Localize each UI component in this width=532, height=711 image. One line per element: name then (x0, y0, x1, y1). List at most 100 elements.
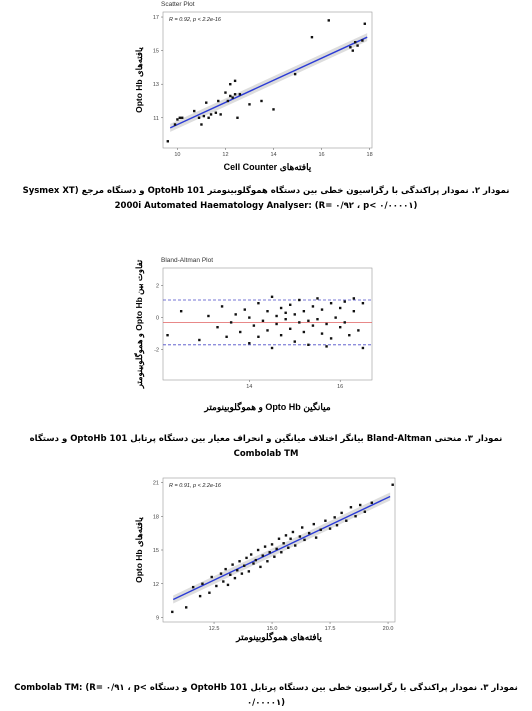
point (205, 101, 208, 104)
chart-title: Scatter Plot (161, 1, 195, 8)
point (266, 560, 269, 563)
point (215, 584, 218, 588)
x-tick-label: 10 (174, 152, 180, 158)
point (293, 72, 297, 76)
point (351, 49, 354, 52)
point (307, 343, 310, 346)
point (363, 510, 367, 513)
point (261, 319, 265, 322)
point (219, 572, 223, 575)
point (266, 329, 269, 332)
point (233, 79, 237, 83)
point (236, 116, 239, 119)
x-tick-label: 16 (318, 152, 324, 158)
point (226, 583, 230, 587)
point (248, 316, 251, 319)
x-tick-label: 17.5 (325, 626, 336, 632)
point (252, 324, 256, 327)
x-axis-label: یافته‌های هموگلوبینومتر (235, 631, 322, 643)
point (302, 330, 306, 334)
point (231, 96, 234, 99)
point (229, 321, 233, 324)
point (219, 113, 222, 116)
y-tick-label: 15 (153, 548, 159, 554)
point (348, 334, 351, 337)
point (357, 329, 360, 332)
point (201, 582, 204, 585)
point (173, 123, 177, 126)
point (226, 99, 230, 103)
x-axis-label: میانگین Opto Hb و هموگلوبینومتر (203, 401, 330, 413)
point (361, 39, 364, 42)
point (217, 99, 220, 103)
point (320, 332, 324, 335)
point (261, 554, 264, 557)
point (282, 542, 285, 545)
point (279, 306, 283, 310)
point (191, 585, 195, 589)
point (238, 560, 241, 563)
point (293, 340, 296, 343)
point (298, 298, 301, 302)
point (193, 109, 196, 113)
point (252, 562, 255, 565)
point (231, 563, 234, 566)
point (307, 319, 310, 322)
point (214, 111, 218, 114)
y-tick-label: 9 (156, 616, 159, 622)
point (340, 511, 343, 515)
point (275, 547, 278, 551)
point (310, 35, 314, 39)
point (314, 536, 318, 539)
y-tick-label: -2 (154, 348, 159, 354)
point (349, 46, 352, 49)
point (200, 123, 203, 126)
fit-line (172, 495, 391, 601)
point (345, 519, 348, 522)
point (338, 306, 342, 310)
point (225, 335, 228, 338)
point (166, 334, 169, 337)
caption: نمودار ۳. نمودار پراکندگی با رگراسیون خط… (14, 683, 518, 708)
x-tick-label: 15.0 (267, 626, 278, 632)
point (325, 322, 328, 326)
point (291, 530, 295, 534)
y-tick-label: 17 (153, 15, 159, 21)
point (266, 310, 269, 313)
point (307, 531, 311, 535)
point (224, 567, 227, 571)
y-tick-label: 21 (153, 481, 159, 487)
point (320, 308, 324, 311)
y-tick-label: 13 (153, 82, 159, 88)
x-tick-label: 16 (337, 384, 343, 390)
point (289, 537, 292, 540)
point (284, 534, 288, 537)
point (222, 580, 225, 583)
point (325, 345, 328, 348)
point (234, 313, 237, 316)
point (353, 41, 357, 44)
y-tick-label: 2 (156, 284, 159, 290)
point (207, 116, 210, 119)
point (370, 501, 373, 504)
point (216, 326, 219, 329)
point (256, 548, 260, 552)
point (311, 305, 315, 308)
point (220, 305, 224, 308)
point (260, 99, 263, 103)
x-tick-label: 14 (270, 152, 276, 158)
point (275, 322, 278, 326)
point (343, 300, 346, 303)
point (302, 310, 306, 313)
plot-area (162, 267, 373, 381)
y-tick-label: 0 (156, 316, 159, 322)
point (327, 19, 330, 22)
point (202, 114, 206, 118)
point (356, 44, 359, 47)
caption: نمودار ۲. نمودار پراکندگی با رگراسیون خط… (22, 186, 510, 211)
point (243, 308, 246, 311)
point (178, 116, 182, 119)
point (270, 346, 274, 350)
